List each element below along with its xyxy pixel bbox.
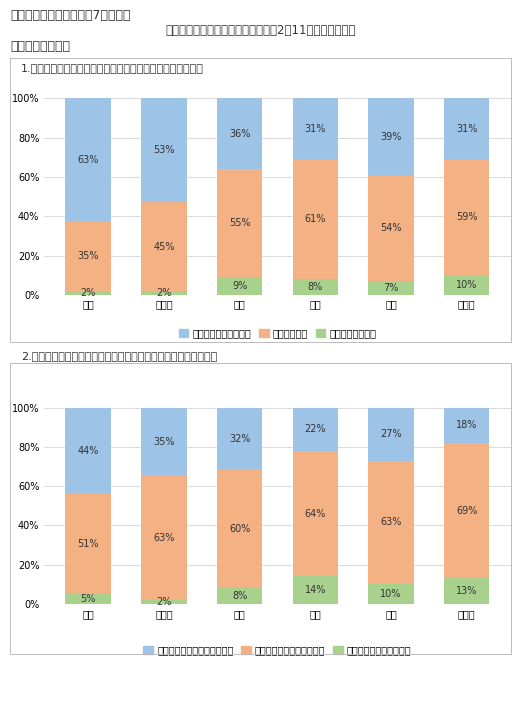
Text: 9%: 9% — [232, 281, 247, 291]
Text: 45%: 45% — [153, 242, 175, 252]
Bar — [368, 585, 414, 604]
Bar — [368, 408, 414, 461]
Bar — [217, 470, 262, 588]
Bar — [444, 99, 489, 160]
Text: 1.　航空機騒音のうるささについてどのように感じますか。: 1. 航空機騒音のうるささについてどのように感じますか。 — [21, 63, 204, 73]
Bar — [217, 169, 262, 277]
Bar — [141, 203, 187, 291]
Bar — [141, 476, 187, 600]
Bar — [66, 494, 111, 594]
Text: 2%: 2% — [156, 597, 171, 607]
Text: 55%: 55% — [229, 218, 251, 228]
Bar — [141, 291, 187, 295]
Text: 54%: 54% — [380, 223, 402, 233]
Text: 36%: 36% — [229, 129, 250, 139]
Text: 10%: 10% — [380, 589, 402, 599]
Bar — [141, 99, 187, 203]
Bar — [66, 99, 111, 222]
Bar — [217, 588, 262, 604]
Bar — [217, 408, 262, 470]
Legend: ア　たいへんうるさい, イ　うるさい, ウ　うるさくない: ア たいへんうるさい, イ うるさい, ウ うるさくない — [176, 325, 379, 341]
Text: 61%: 61% — [305, 214, 326, 224]
Bar — [444, 443, 489, 578]
Bar — [444, 408, 489, 443]
Bar — [444, 160, 489, 275]
Text: 60%: 60% — [229, 524, 250, 534]
Text: 2.　あなたの生活は基地の騒音によって被害を受けていますか。: 2. あなたの生活は基地の騒音によって被害を受けていますか。 — [21, 351, 217, 361]
Text: 35%: 35% — [153, 437, 175, 447]
Bar — [217, 99, 262, 169]
Text: 69%: 69% — [456, 505, 477, 516]
Bar — [293, 279, 338, 295]
Text: 10%: 10% — [456, 280, 477, 290]
Text: 13%: 13% — [456, 586, 477, 596]
Text: 32%: 32% — [229, 434, 250, 444]
Bar — [444, 275, 489, 295]
Bar — [293, 451, 338, 577]
Bar — [66, 222, 111, 291]
Text: 63%: 63% — [78, 155, 99, 165]
Text: 8%: 8% — [308, 282, 323, 292]
Text: 22%: 22% — [304, 424, 326, 434]
Text: 8%: 8% — [232, 591, 247, 601]
Bar — [368, 281, 414, 295]
Text: 5%: 5% — [81, 594, 96, 604]
Text: 35%: 35% — [78, 252, 99, 262]
Bar — [66, 594, 111, 604]
Text: 53%: 53% — [153, 145, 175, 155]
Text: 63%: 63% — [380, 518, 402, 528]
Bar — [141, 600, 187, 604]
Bar — [217, 277, 262, 295]
Text: 行政区別調査結果　　（7）グラフ: 行政区別調査結果 （7）グラフ — [10, 9, 131, 22]
Text: 27%: 27% — [380, 429, 402, 439]
Text: 44%: 44% — [78, 446, 99, 456]
Text: 2%: 2% — [81, 288, 96, 298]
Bar — [66, 408, 111, 494]
Text: 63%: 63% — [153, 533, 175, 543]
Bar — [368, 175, 414, 281]
Bar — [293, 99, 338, 160]
Text: 《騒音について》: 《騒音について》 — [10, 40, 70, 53]
Bar — [293, 577, 338, 604]
Bar — [66, 291, 111, 295]
Bar — [368, 99, 414, 175]
Text: 嘉手納基地被害聴き取り調査（令和2年11月　嘉手納町）: 嘉手納基地被害聴き取り調査（令和2年11月 嘉手納町） — [165, 24, 356, 37]
Bar — [368, 461, 414, 585]
Bar — [444, 578, 489, 604]
Text: 18%: 18% — [456, 420, 477, 430]
Text: 31%: 31% — [305, 124, 326, 134]
Legend: ア　非常に被害を受けている, イ　少し被害を受けている, ウ　被害を受けていない: ア 非常に被害を受けている, イ 少し被害を受けている, ウ 被害を受けていない — [141, 643, 414, 659]
Text: 31%: 31% — [456, 124, 477, 134]
Text: 51%: 51% — [78, 539, 99, 549]
Text: 7%: 7% — [383, 283, 399, 293]
Text: 14%: 14% — [305, 585, 326, 595]
Bar — [293, 408, 338, 451]
Text: 64%: 64% — [305, 508, 326, 518]
Text: 39%: 39% — [380, 132, 402, 142]
Bar — [141, 408, 187, 476]
Bar — [293, 160, 338, 279]
Text: 2%: 2% — [156, 288, 171, 298]
Text: 59%: 59% — [456, 212, 477, 222]
